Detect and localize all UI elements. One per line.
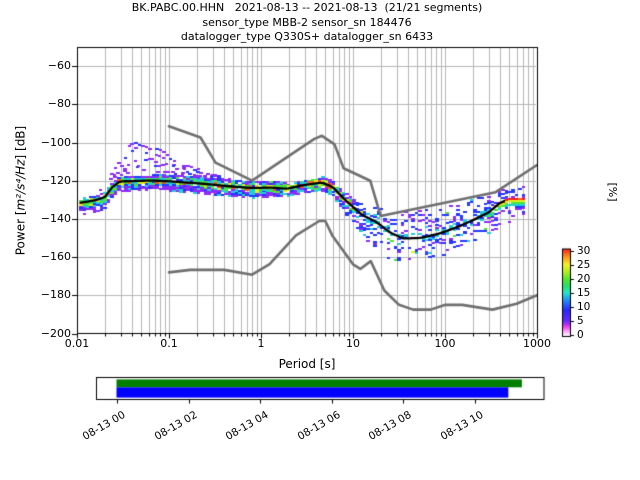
y-tick-label: −180 — [40, 288, 71, 302]
coverage-timeline — [96, 377, 547, 400]
colorbar-tick-label: 5 — [577, 314, 584, 327]
title-block: BK.PABC.00.HHN 2021-08-13 -- 2021-08-13 … — [77, 1, 537, 45]
colorbar-tick-label: 15 — [577, 286, 591, 299]
y-tick-label: −200 — [40, 326, 71, 340]
colorbar-tick-label: 20 — [577, 272, 591, 285]
colorbar-tick-label: 0 — [577, 328, 584, 341]
plot-title-line-3: datalogger_type Q330S+ datalogger_sn 643… — [180, 30, 434, 44]
x-axis-label: Period [s] — [278, 357, 336, 371]
y-tick-label: −60 — [47, 59, 71, 73]
x-tick-label: 0.1 — [160, 337, 178, 350]
y-tick-label: −100 — [40, 135, 71, 149]
x-tick-label: 10 — [346, 337, 360, 350]
plot-title-line-1: BK.PABC.00.HHN 2021-08-13 -- 2021-08-13 … — [131, 1, 483, 14]
y-tick-label: −120 — [40, 173, 71, 187]
colorbar — [562, 248, 572, 338]
x-tick-label: 0.01 — [64, 337, 90, 350]
x-tick-label: 1 — [257, 337, 265, 350]
y-tick-label: −80 — [47, 97, 71, 111]
colorbar-unit-label: [%] — [606, 182, 619, 202]
y-tick-label: −140 — [40, 211, 71, 225]
y-tick-label: −160 — [40, 250, 71, 264]
x-tick-label: 1000 — [523, 337, 551, 350]
x-tick-label: 100 — [434, 337, 456, 350]
colorbar-tick-label: 30 — [577, 245, 591, 258]
colorbar-tick-label: 25 — [577, 259, 591, 271]
colorbar-tick-label: 10 — [577, 300, 591, 313]
plot-title-line-2: sensor_type MBB-2 sensor_sn 184476 — [202, 15, 412, 29]
ppsd-plot-area — [77, 47, 537, 334]
